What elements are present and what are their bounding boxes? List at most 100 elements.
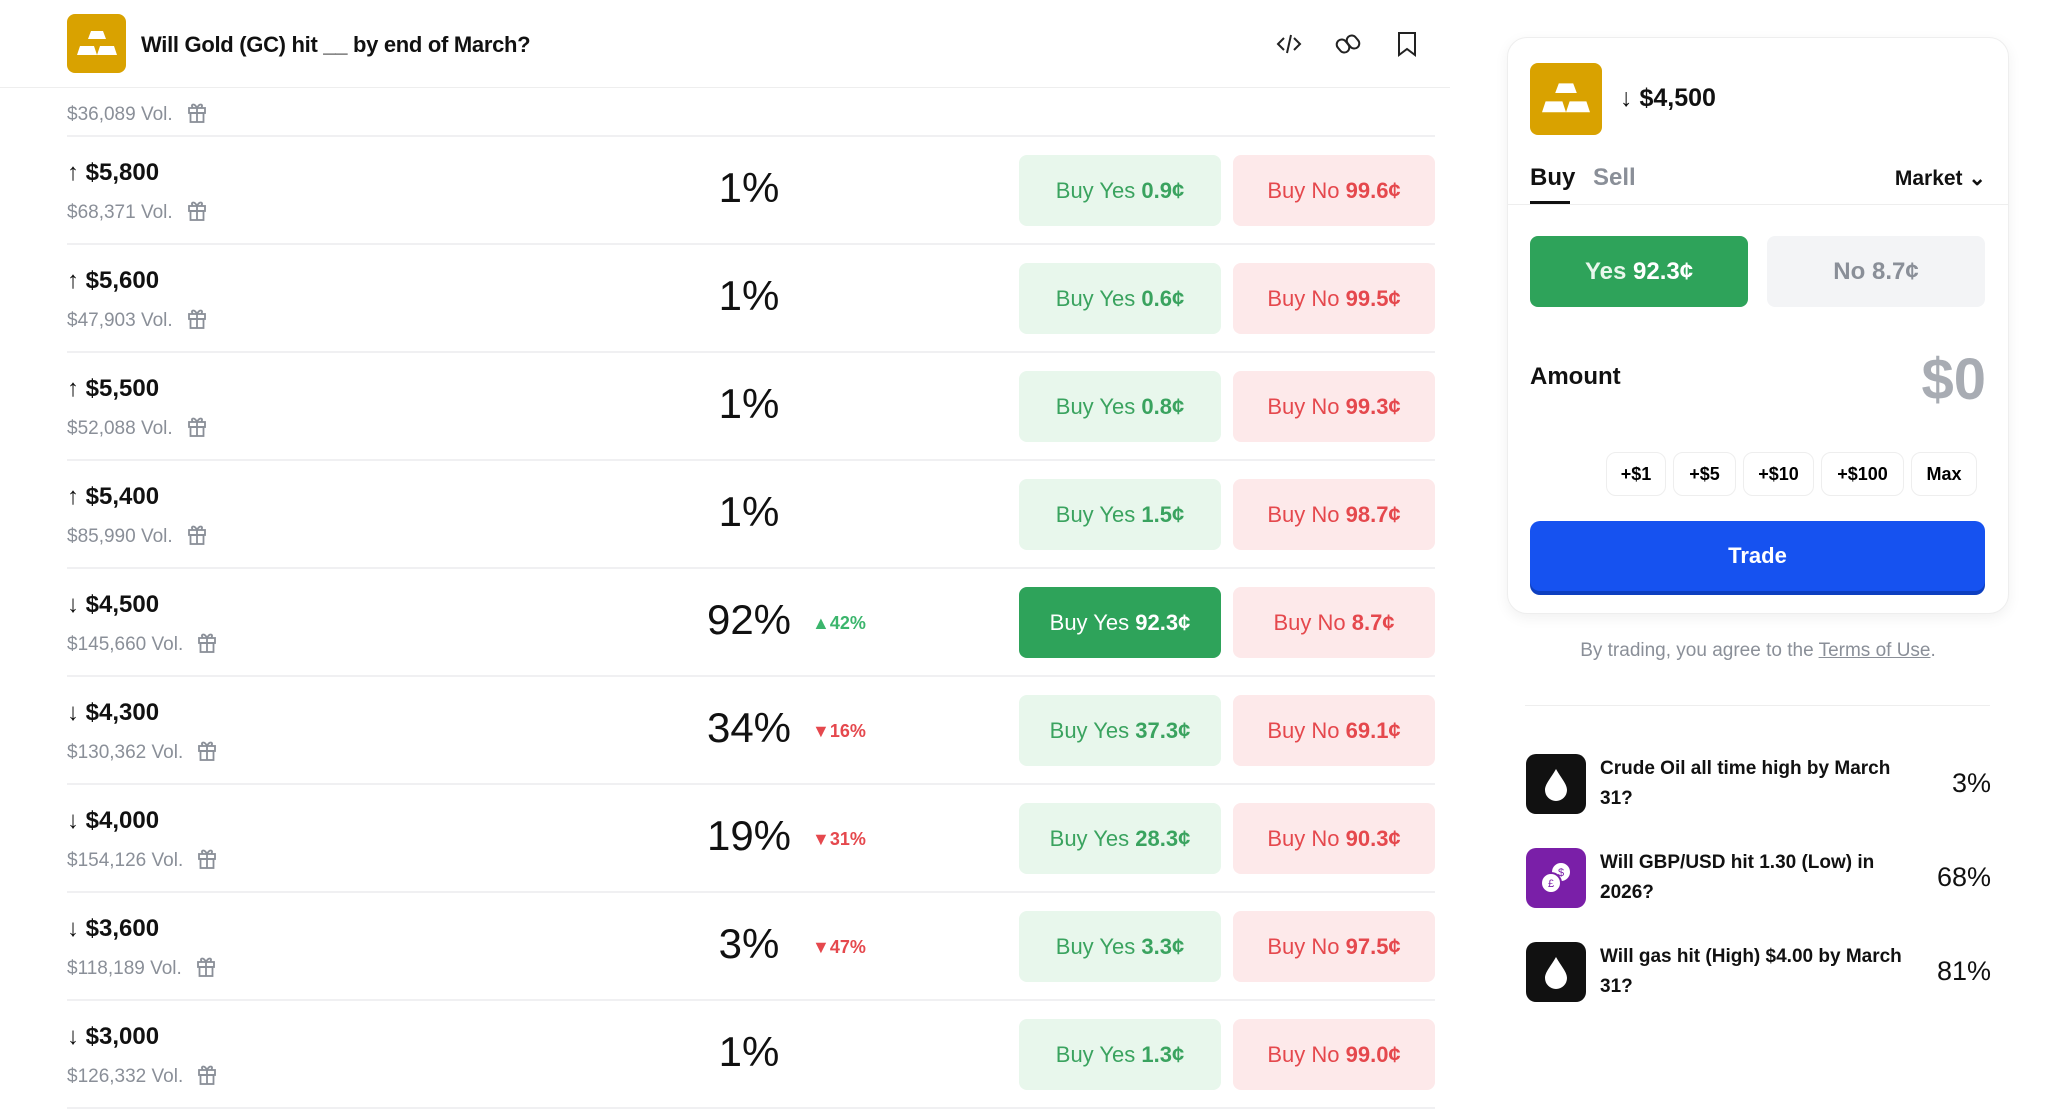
change-badge: ▼31% [812, 829, 866, 849]
triangle-down-icon: ▼ [812, 829, 830, 849]
max-button[interactable]: Max [1911, 452, 1977, 496]
add-100-button[interactable]: +$100 [1821, 452, 1904, 496]
triangle-down-icon: ▼ [812, 721, 830, 741]
outcome-label: ↑ $5,800 [67, 159, 160, 186]
buy-yes-button[interactable]: Buy Yes 0.9¢ [1019, 155, 1221, 226]
gift-icon [187, 199, 207, 227]
volume: $47,903 Vol. [67, 307, 207, 335]
buy-yes-button[interactable]: Buy Yes 1.3¢ [1019, 1019, 1221, 1090]
outcome-row[interactable]: ↓ $4,000 $154,126 Vol. 19% ▼31% Buy Yes 28.3… [67, 785, 1435, 893]
volume: $126,332 Vol. [67, 1063, 217, 1091]
outcome-row[interactable]: ↓ $3,000 $126,332 Vol. 1% Buy Yes 1.3¢ Buy N… [67, 1001, 1435, 1109]
gold-bars-icon [1530, 63, 1602, 135]
link-icon[interactable] [1332, 28, 1364, 60]
volume: $36,089 Vol. [67, 101, 207, 129]
related-percent: 68% [1936, 862, 1991, 892]
change-badge: ▼47% [812, 937, 866, 957]
volume: $130,362 Vol. [67, 739, 217, 767]
no-option-button[interactable]: No 8.7¢ [1767, 236, 1985, 307]
buy-yes-button[interactable]: Buy Yes 0.6¢ [1019, 263, 1221, 334]
gift-icon [197, 631, 217, 659]
buy-no-button[interactable]: Buy No 99.0¢ [1233, 1019, 1435, 1090]
related-title: Crude Oil all time high by March 31? [1600, 758, 1891, 809]
arrow-down-icon: ↓ [67, 1023, 79, 1050]
probability: 1% [718, 488, 780, 535]
currency-exchange-icon: $ £ [1526, 848, 1586, 908]
probability: 34% [706, 704, 792, 751]
outcome-label: ↓ $3,000 [67, 1023, 160, 1050]
add-1-button[interactable]: +$1 [1606, 452, 1666, 496]
outcome-row[interactable]: ↓ $4,300 $130,362 Vol. 34% ▼16% Buy Yes 37.3… [67, 677, 1435, 785]
oil-drop-icon [1526, 942, 1586, 1002]
volume: $118,189 Vol. [67, 955, 216, 983]
triangle-up-icon: ▲ [812, 613, 830, 633]
gift-icon [187, 101, 207, 129]
outcome-label: ↓ $4,000 [67, 807, 160, 834]
change-badge: ▼16% [812, 721, 866, 741]
outcome-row[interactable]: ↑ $5,400 $85,990 Vol. 1% Buy Yes 1.5¢ Buy No… [67, 461, 1435, 569]
chevron-down-icon: ⌄ [1968, 167, 1986, 190]
active-tab-indicator [1530, 201, 1570, 204]
probability: 19% [706, 812, 792, 859]
terms-notice: By trading, you agree to the Terms of Us… [1580, 640, 1936, 661]
related-market[interactable]: $ £ Will GBP/USD hit 1.30 (Low) in 2026? 68… [1526, 848, 1991, 908]
probability: 92% [706, 596, 792, 643]
gift-icon [197, 739, 217, 767]
buy-yes-button[interactable]: Buy Yes 92.3¢ [1019, 587, 1221, 658]
volume: $85,990 Vol. [67, 523, 207, 551]
gift-icon [187, 523, 207, 551]
buy-no-button[interactable]: Buy No 98.7¢ [1233, 479, 1435, 550]
buy-yes-button[interactable]: Buy Yes 37.3¢ [1019, 695, 1221, 766]
buy-yes-button[interactable]: Buy Yes 0.8¢ [1019, 371, 1221, 442]
buy-no-button[interactable]: Buy No 99.3¢ [1233, 371, 1435, 442]
change-badge: ▲42% [812, 613, 866, 633]
probability: 1% [718, 380, 780, 427]
page-title: Will Gold (GC) hit __ by end of March? [141, 32, 531, 57]
buy-no-button[interactable]: Buy No 99.5¢ [1233, 263, 1435, 334]
outcome-label: ↑ $5,500 [67, 375, 160, 402]
amount-label: Amount [1530, 363, 1621, 390]
tab-sell[interactable]: Sell [1593, 164, 1636, 191]
buy-no-button[interactable]: Buy No 97.5¢ [1233, 911, 1435, 982]
buy-no-button[interactable]: Buy No 99.6¢ [1233, 155, 1435, 226]
buy-yes-button[interactable]: Buy Yes 3.3¢ [1019, 911, 1221, 982]
arrow-down-icon: ↓ [67, 591, 79, 618]
buy-no-button[interactable]: Buy No 8.7¢ [1233, 587, 1435, 658]
outcome-row[interactable]: ↑ $5,800 $68,371 Vol. 1% Buy Yes 0.9¢ Buy No… [67, 137, 1435, 245]
gold-bars-icon [67, 14, 126, 73]
divider [1525, 705, 1990, 706]
arrow-up-icon: ↑ [67, 267, 79, 294]
buy-yes-button[interactable]: Buy Yes 28.3¢ [1019, 803, 1221, 874]
yes-option-button[interactable]: Yes 92.3¢ [1530, 236, 1748, 307]
trade-button[interactable]: Trade [1530, 521, 1985, 591]
probability: 3% [718, 920, 780, 967]
outcome-row[interactable]: ↓ $4,500 $145,660 Vol. 92% ▲42% Buy Yes 92.3… [67, 569, 1435, 677]
outcome-list: $36,089 Vol. ↑ $5,800 $68,371 Vol. 1% Buy Ye… [67, 9, 1435, 1109]
selected-outcome: ↓ $4,500 [1620, 84, 1716, 112]
outcome-row[interactable]: ↑ $5,500 $52,088 Vol. 1% Buy Yes 0.8¢ Buy No… [67, 353, 1435, 461]
gift-icon [197, 847, 217, 875]
arrow-down-icon: ↓ [1620, 84, 1633, 112]
buy-no-button[interactable]: Buy No 90.3¢ [1233, 803, 1435, 874]
code-embed-icon[interactable] [1273, 28, 1305, 60]
arrow-up-icon: ↑ [67, 375, 79, 402]
buy-no-button[interactable]: Buy No 69.1¢ [1233, 695, 1435, 766]
add-10-button[interactable]: +$10 [1743, 452, 1814, 496]
gift-icon [187, 415, 207, 443]
outcome-label: ↓ $3,600 [67, 915, 160, 942]
related-market[interactable]: Crude Oil all time high by March 31? 3% [1526, 754, 1991, 814]
outcome-row[interactable]: ↓ $3,600 $118,189 Vol. 3% ▼47% Buy Yes 3.3¢ B… [67, 893, 1435, 1001]
buy-yes-button[interactable]: Buy Yes 1.5¢ [1019, 479, 1221, 550]
market-header: Will Gold (GC) hit __ by end of March? [0, 0, 1450, 88]
order-type-dropdown[interactable]: Market ⌄ [1894, 167, 1986, 190]
outcome-row[interactable]: ↑ $5,600 $47,903 Vol. 1% Buy Yes 0.6¢ Buy No… [67, 245, 1435, 353]
outcome-label: ↑ $5,600 [67, 267, 160, 294]
volume: $68,371 Vol. [67, 199, 207, 227]
related-market[interactable]: Will gas hit (High) $4.00 by March 31? 81… [1526, 942, 1991, 1002]
tab-buy[interactable]: Buy [1530, 164, 1576, 191]
terms-of-use-link[interactable]: Terms of Use [1818, 640, 1931, 661]
add-5-button[interactable]: +$5 [1673, 452, 1736, 496]
bookmark-icon[interactable] [1391, 28, 1423, 60]
amount-input[interactable]: $0 [1921, 347, 1986, 412]
outcome-label: ↓ $4,500 [67, 591, 160, 618]
